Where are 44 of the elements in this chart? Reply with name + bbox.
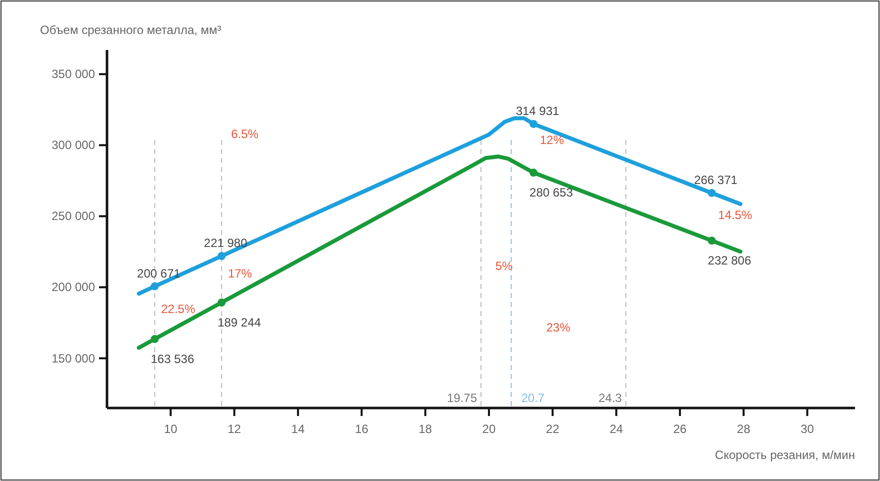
x-tick-label: 10 bbox=[164, 422, 178, 436]
annotation: 5% bbox=[495, 259, 513, 274]
data-label: 163 536 bbox=[150, 352, 194, 366]
point bbox=[530, 120, 538, 128]
x-axis-title: Скорость резания, м/мин bbox=[714, 448, 855, 462]
annotation: 17% bbox=[228, 266, 252, 280]
x-tick-label: 22 bbox=[546, 422, 560, 436]
data-label: 232 806 bbox=[708, 254, 752, 268]
point bbox=[150, 282, 159, 290]
point bbox=[218, 252, 226, 260]
annotation: 22.5% bbox=[161, 302, 196, 316]
point bbox=[218, 298, 226, 307]
ref-line-label: 24.3 bbox=[598, 391, 622, 405]
x-tick-label: 24 bbox=[610, 422, 624, 436]
x-tick-label: 20 bbox=[482, 422, 496, 436]
x-tick-label: 28 bbox=[736, 422, 751, 436]
y-tick-label: 200 000 bbox=[52, 280, 96, 294]
point bbox=[150, 335, 159, 344]
x-tick-label: 16 bbox=[354, 422, 369, 436]
annotation: 6.5% bbox=[231, 127, 259, 142]
data-label: 314 931 bbox=[516, 104, 560, 118]
y-axis-title: Объем срезанного металла, мм³ bbox=[40, 23, 222, 37]
ref-line-label: 19.75 bbox=[446, 391, 478, 405]
y-tick-label: 250 000 bbox=[52, 209, 96, 224]
annotation: 12% bbox=[540, 132, 564, 147]
data-label: 280 653 bbox=[530, 186, 574, 200]
point bbox=[530, 168, 538, 177]
x-tick-label: 12 bbox=[228, 422, 242, 436]
point bbox=[708, 188, 716, 197]
x-tick-label: 30 bbox=[800, 422, 814, 436]
point bbox=[708, 236, 716, 245]
x-tick-label: 14 bbox=[291, 422, 305, 436]
data-label: 221 980 bbox=[204, 236, 248, 250]
data-label: 189 244 bbox=[218, 316, 262, 330]
annotation: 14.5% bbox=[718, 208, 752, 222]
y-tick-label: 150 000 bbox=[52, 351, 96, 366]
x-tick-label: 18 bbox=[418, 422, 432, 436]
data-label: 200 671 bbox=[137, 266, 181, 280]
data-label: 266 371 bbox=[694, 172, 738, 187]
annotation: 23% bbox=[546, 320, 571, 334]
x-tick-label: 26 bbox=[673, 422, 687, 436]
y-tick-label: 350 000 bbox=[52, 67, 96, 82]
ref-line-label: 20.7 bbox=[521, 391, 545, 405]
y-tick-label: 300 000 bbox=[52, 138, 96, 152]
